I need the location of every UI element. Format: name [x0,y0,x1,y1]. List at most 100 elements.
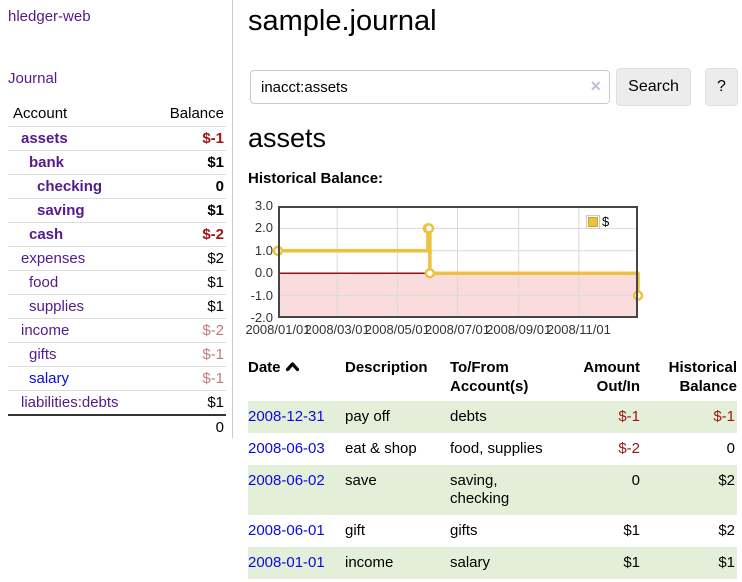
x-axis-tick-label: 2008/01/01 [245,322,311,337]
sidebar-account-link[interactable]: saving [37,202,85,219]
search-input-wrap: × [250,70,610,104]
y-axis-tick-label: 2.0 [254,220,273,236]
transaction-date-link[interactable]: 2008-01-01 [248,554,325,571]
description-cell: pay off [345,401,450,433]
sidebar-account-link[interactable]: food [29,274,59,291]
sidebar-account-link[interactable]: bank [29,154,65,171]
help-button[interactable]: ? [705,68,738,106]
account-column-header: Account [13,105,68,122]
total-balance: 0 [152,414,226,439]
x-axis-tick-label: 2008/11/01 [546,322,611,337]
account-balance: $-2 [152,222,226,247]
total-spacer [8,414,153,439]
accounts-cell: gifts [450,522,478,539]
description-cell: save [345,465,450,515]
register-header-date[interactable]: Date [248,358,345,401]
account-row: expenses $2 [8,246,226,271]
sidebar-account-link[interactable]: income [21,322,70,339]
date-cell: 2008-12-31 [248,401,345,433]
amount-cell: $-1 [580,401,640,433]
transaction-date-link[interactable]: 2008-06-01 [248,522,325,539]
account-heading: assets [248,123,327,153]
account-table-header-row: Account Balance [8,101,226,127]
account-table-body: assets $-1 bank $1 checking 0 saving $1 cash $-2 e… [8,126,226,415]
app-title-link[interactable]: hledger-web [8,8,91,25]
register-header-row: Date Description To/From Account(s) Amount Ou… [248,358,737,401]
legend-series-label: $ [602,214,610,229]
account-balance: $-1 [152,366,226,391]
sidebar-account-link[interactable]: salary [29,370,70,387]
register-table-head: Date Description To/From Account(s) Amount Ou… [248,358,737,401]
date-cell: 2008-01-01 [248,547,345,579]
account-row: supplies $1 [8,294,226,319]
description-cell: gift [345,522,366,539]
sidebar: hledger-web Journal Account Balance asse… [0,0,232,440]
search-button[interactable]: Search [616,68,691,106]
balance-cell: $2 [718,522,735,539]
clear-search-icon[interactable]: × [590,76,601,96]
sidebar-account-link[interactable]: supplies [29,298,85,315]
date-cell: 2008-06-02 [248,465,345,515]
sidebar-account-link[interactable]: checking [37,178,103,195]
chart-plot-area [272,206,644,318]
account-balance: $-1 [152,342,226,367]
chart-title: Historical Balance: [248,170,384,187]
account-row: assets $-1 [8,126,226,151]
transaction-date-link[interactable]: 2008-12-31 [248,408,325,425]
account-balance: 0 [152,174,226,199]
account-row: food $1 [8,270,226,295]
accounts-cell: debts [450,401,580,433]
accounts-cell: food, supplies [450,440,543,457]
accounts-cell: salary [450,547,580,579]
account-row: saving $1 [8,198,226,223]
balance-cell: $2 [640,465,737,515]
amount-cell: $-2 [618,440,640,457]
account-balance: $1 [152,294,226,319]
sidebar-account-link[interactable]: liabilities:debts [21,394,119,411]
account-total-row: 0 [8,414,226,439]
x-axis-tick-label: 2008/07/01 [424,322,491,337]
date-cell: 2008-06-03 [248,433,345,465]
y-axis-tick-label: -2.0 [250,310,273,325]
balance-cell: $-1 [640,401,737,433]
sidebar-account-link[interactable]: assets [21,130,68,147]
transaction-date-link[interactable]: 2008-06-02 [248,472,325,489]
account-balance: $1 [152,390,226,415]
x-axis-tick-label: 2008/09/01 [486,322,552,337]
y-axis-tick-label: 1.0 [254,242,273,258]
account-row: salary $-1 [8,366,226,391]
account-balance-table: Account Balance assets $-1 bank $1 checking 0… [8,101,226,439]
description-cell: income [345,547,450,579]
chart-legend: $ [586,214,609,229]
account-row: bank $1 [8,150,226,175]
register-table: Date Description To/From Account(s) Amount Ou… [248,358,737,579]
balance-cell: 0 [726,440,735,457]
register-row: 2008-01-01 income salary $1 $1 [248,547,737,579]
y-axis-tick-label: 3.0 [254,198,273,213]
series-color-swatch [588,216,598,227]
amount-cell: $1 [623,522,640,539]
account-balance: $1 [152,150,226,175]
historical-balance-chart: 3.0 2.0 1.0 0.0 -1.0 -2.0 2008/01/01 2008/03/01… [245,198,708,340]
sort-ascending-icon [285,358,300,377]
account-balance: $2 [152,246,226,271]
register-row: 2008-06-01 gift gifts $1 $2 [248,515,737,547]
amount-cell: 0 [580,465,640,515]
account-balance: $-1 [152,126,226,151]
register-header-historical-balance: Historical Balance [668,359,737,395]
sidebar-item-journal[interactable]: Journal [8,70,58,87]
amount-cell: $1 [580,547,640,579]
sidebar-account-link[interactable]: expenses [21,250,86,267]
sidebar-account-link[interactable]: gifts [29,346,57,363]
balance-cell: $1 [640,547,737,579]
sidebar-account-link[interactable]: cash [29,226,64,243]
register-header-tofrom-accounts: To/From Account(s) [450,359,529,395]
accounts-cell: saving, checking [450,465,580,515]
search-input[interactable] [250,70,610,104]
register-table-body: 2008-12-31 pay off debts $-1 $-1 2008-06-03 ea… [248,401,737,579]
account-balance: $-2 [152,318,226,343]
transaction-date-link[interactable]: 2008-06-03 [248,440,325,457]
register-row: 2008-06-02 save saving, checking 0 $2 [248,465,737,515]
date-cell: 2008-06-01 [248,515,345,547]
register-header-description: Description [345,359,428,376]
